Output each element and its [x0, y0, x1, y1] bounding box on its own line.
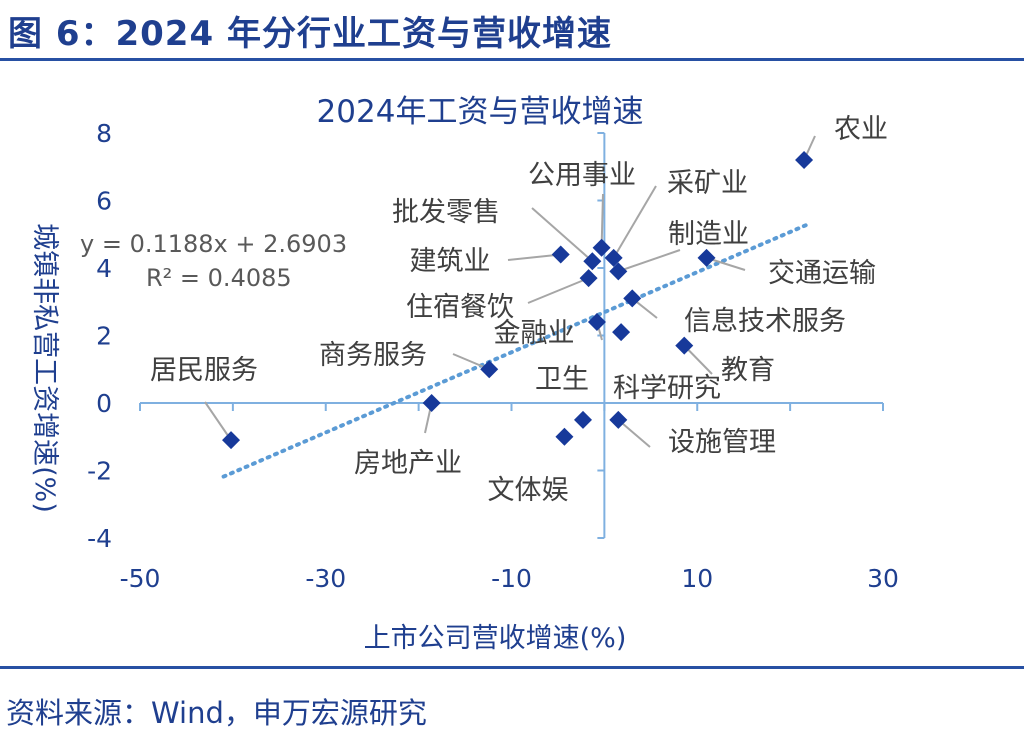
y-tick-label: 8	[96, 119, 112, 148]
svg-text:城镇非私营工资增速(%): 城镇非私营工资增速(%)	[29, 223, 60, 513]
point-label: 科学研究	[613, 373, 721, 404]
leader-line	[531, 207, 593, 262]
data-point	[609, 262, 628, 281]
point-label: 商务服务	[319, 340, 427, 371]
leader-line	[617, 249, 681, 273]
point-label: 公用事业	[528, 160, 636, 191]
point-label: 卫生	[535, 364, 589, 395]
data-point	[551, 245, 570, 264]
point-label: 居民服务	[150, 355, 258, 386]
x-tick-label: -30	[305, 564, 346, 593]
point-label: 文体娱	[488, 475, 569, 506]
data-point	[612, 323, 631, 342]
y-tick-label: 2	[96, 322, 112, 351]
data-point	[795, 151, 814, 169]
data-point	[583, 252, 602, 271]
leader-line	[612, 185, 657, 259]
data-point	[604, 248, 623, 267]
point-label: 房地产业	[354, 448, 462, 479]
x-axis-label: 上市公司营收增速(%)	[364, 623, 627, 654]
point-label: 交通运输	[768, 258, 876, 289]
x-tick-label: 30	[867, 564, 899, 593]
x-tick-label: -10	[491, 564, 532, 593]
data-points	[222, 151, 814, 450]
y-tick-label: 0	[96, 389, 112, 418]
header-rule	[0, 58, 1024, 61]
y-axis-label: 城镇非私营工资增速(%)	[29, 223, 60, 513]
x-tick-label: -50	[120, 564, 161, 593]
trend-equation: y = 0.1188x + 2.6903	[80, 230, 347, 258]
leader-line	[683, 344, 713, 375]
data-point	[579, 269, 598, 288]
leader-line	[617, 419, 651, 448]
data-point	[697, 248, 716, 267]
leader-line	[527, 277, 589, 304]
y-tick-label: 6	[96, 187, 112, 216]
data-point	[222, 431, 241, 450]
scatter-chart: 2024年工资与营收增速 -50 -30 -10 10 30 -4 -2 0 2 4 6 8 农业公用…	[29, 94, 899, 654]
data-point	[480, 360, 499, 379]
leader-line	[204, 401, 232, 441]
x-tick-label: 10	[681, 564, 713, 593]
axes: -50 -30 -10 10 30 -4 -2 0 2 4 6 8	[87, 119, 899, 593]
data-point	[422, 394, 441, 412]
y-tick-label: 4	[96, 254, 112, 283]
source-note: 资料来源：Wind，申万宏源研究	[6, 696, 427, 730]
data-point	[574, 410, 593, 429]
leader-line	[600, 193, 604, 248]
point-label: 住宿餐饮	[406, 292, 514, 323]
data-point	[592, 238, 611, 257]
point-label: 采矿业	[667, 168, 748, 199]
leader-line	[507, 253, 561, 261]
point-label: 农业	[834, 114, 888, 145]
point-label: 教育	[721, 355, 775, 386]
data-point	[555, 427, 574, 446]
point-label: 制造业	[668, 219, 749, 250]
point-label: 金融业	[494, 318, 575, 349]
point-label: 建筑业	[410, 246, 491, 277]
point-label: 信息技术服务	[684, 306, 846, 337]
chart-title: 2024年工资与营收增速	[317, 94, 644, 130]
trendline-path	[221, 221, 811, 479]
figure-title: 图 6：2024 年分行业工资与营收增速	[8, 14, 612, 54]
data-point	[623, 289, 642, 308]
trend-r2: R² = 0.4085	[146, 264, 292, 292]
trendline	[221, 221, 811, 479]
data-point	[675, 336, 694, 355]
data-point	[587, 313, 606, 331]
data-point	[609, 410, 628, 429]
y-tick-label: -2	[87, 457, 112, 486]
footer-rule	[0, 666, 1024, 669]
point-label: 设施管理	[668, 427, 776, 458]
point-label: 批发零售	[392, 197, 500, 228]
y-tick-label: -4	[87, 524, 112, 553]
